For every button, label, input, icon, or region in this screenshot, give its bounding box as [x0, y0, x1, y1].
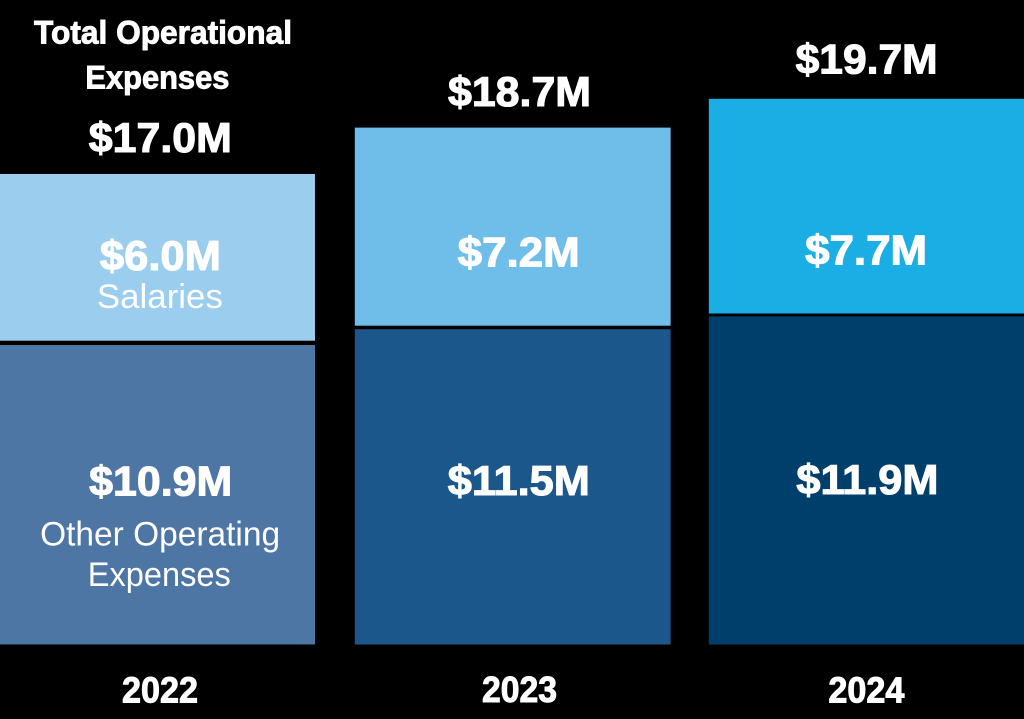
svg-text:$11.9M: $11.9M	[796, 456, 938, 503]
svg-text:Expenses: Expenses	[88, 556, 231, 594]
svg-text:$17.0M: $17.0M	[89, 114, 232, 161]
svg-text:Other Operating: Other Operating	[40, 516, 280, 554]
svg-text:$10.9M: $10.9M	[89, 458, 232, 505]
svg-text:Total Operational: Total Operational	[34, 15, 292, 51]
svg-text:$19.7M: $19.7M	[796, 35, 938, 82]
svg-text:$11.5M: $11.5M	[448, 457, 590, 504]
svg-text:$6.0M: $6.0M	[100, 232, 221, 279]
svg-text:2023: 2023	[482, 669, 557, 710]
svg-text:2022: 2022	[122, 670, 198, 711]
svg-text:$7.7M: $7.7M	[805, 227, 927, 274]
svg-text:2024: 2024	[828, 670, 904, 711]
svg-text:$7.2M: $7.2M	[458, 229, 580, 276]
svg-text:Salaries: Salaries	[97, 278, 223, 316]
svg-text:$18.7M: $18.7M	[448, 68, 591, 115]
svg-text:Expenses: Expenses	[85, 59, 229, 95]
